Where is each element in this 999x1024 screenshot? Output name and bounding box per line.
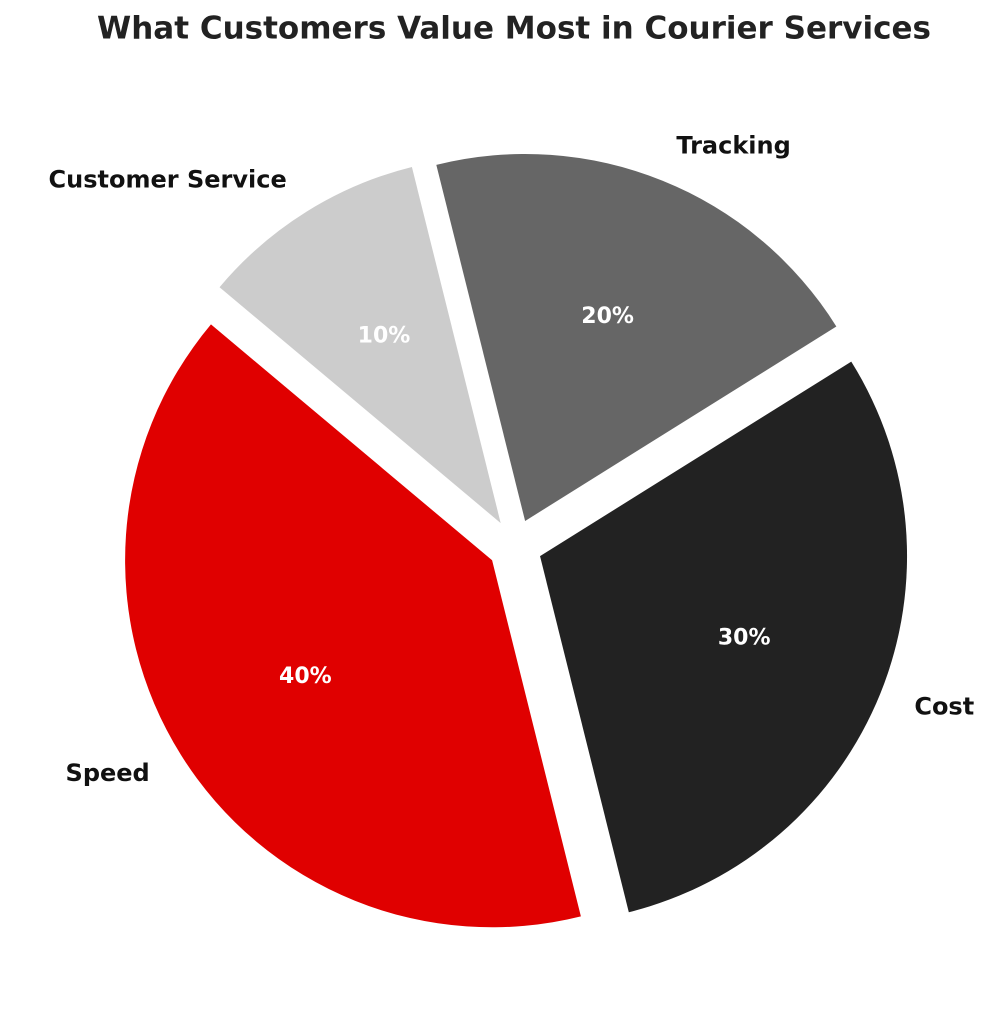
- pie-slice: [125, 324, 581, 928]
- slice-label: Cost: [914, 692, 974, 720]
- slice-label: Tracking: [676, 132, 790, 160]
- value-label: 10%: [358, 323, 411, 348]
- value-label: 40%: [279, 664, 332, 689]
- value-label: 20%: [581, 304, 634, 329]
- pie-slice: [436, 153, 837, 521]
- slice-label: Speed: [66, 759, 150, 787]
- chart-title: What Customers Value Most in Courier Ser…: [97, 11, 931, 47]
- value-label: 30%: [718, 626, 771, 651]
- slice-label: Customer Service: [49, 166, 287, 194]
- pie-slice: [219, 167, 501, 524]
- pie-slice: [540, 361, 908, 913]
